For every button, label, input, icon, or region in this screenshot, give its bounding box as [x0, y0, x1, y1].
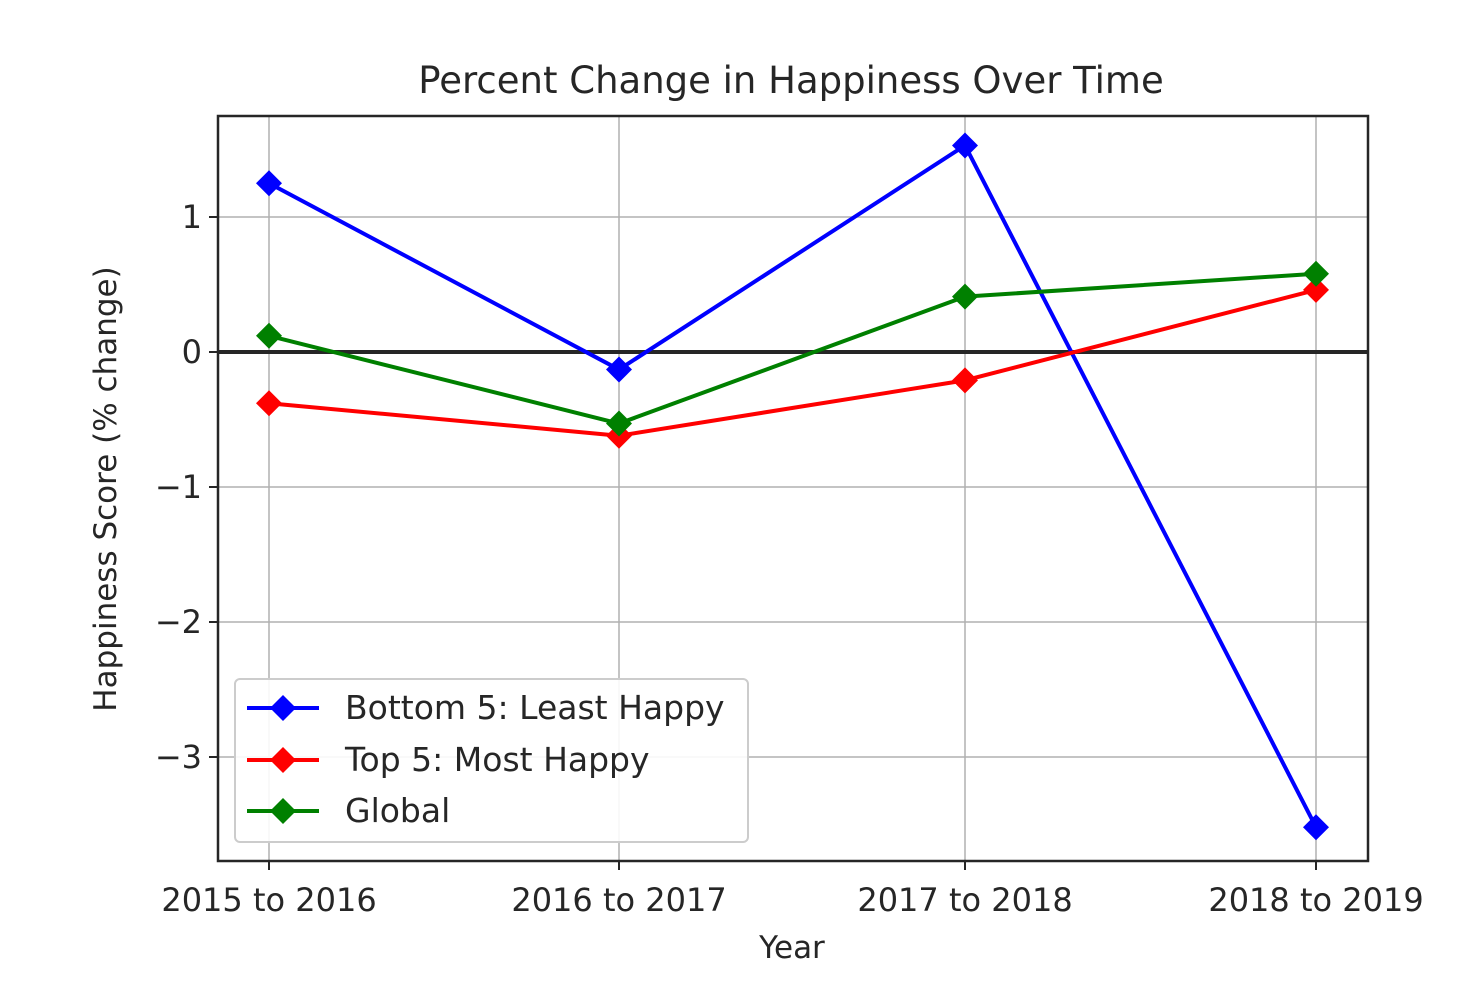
series-lines	[256, 132, 1329, 841]
legend-marker-swatch	[270, 695, 296, 721]
data-point-marker	[1303, 260, 1329, 287]
legend-frame	[234, 678, 749, 843]
legend-label: Top 5: Most Happy	[344, 740, 650, 779]
legend-marker-swatch	[270, 798, 296, 824]
x-tick-label: 2017 to 2018	[857, 881, 1072, 919]
y-tick-label: −2	[155, 603, 202, 641]
series-line	[268, 143, 1318, 829]
y-tick-label: −1	[155, 468, 202, 506]
series-line	[268, 271, 1317, 426]
y-tick-label: 0	[182, 333, 202, 371]
legend-label: Bottom 5: Least Happy	[345, 688, 725, 727]
legend: Bottom 5: Least Happy Top 5: Most Happy Gl…	[234, 678, 749, 843]
series-1	[256, 132, 1329, 841]
data-point-marker	[1303, 276, 1329, 303]
series-3	[256, 260, 1329, 437]
series-2	[256, 276, 1329, 449]
axis-ticks: 2015 to 2016 2016 to 2017 2017 to 2018 2018…	[155, 198, 1424, 919]
plot-area-frame	[216, 114, 1370, 863]
y-tick-label: 1	[182, 198, 202, 236]
legend-marker-swatch	[270, 747, 296, 773]
data-point-marker	[952, 367, 978, 394]
data-point-marker	[256, 322, 282, 349]
data-point-marker	[1303, 814, 1329, 841]
chart-title: Percent Change in Happiness Over Time	[418, 59, 1163, 102]
data-point-marker	[606, 410, 632, 437]
data-point-marker	[256, 170, 282, 197]
y-axis-label: Happiness Score (% change)	[88, 266, 124, 711]
x-tick-label: 2015 to 2016	[161, 881, 376, 919]
x-tick-label: 2018 to 2019	[1208, 881, 1423, 919]
series-line	[268, 287, 1317, 438]
y-tick-label: −3	[155, 738, 202, 776]
data-point-marker	[952, 283, 978, 310]
data-point-marker	[256, 390, 282, 417]
x-axis-label: Year	[758, 930, 825, 966]
data-point-marker	[952, 132, 978, 159]
legend-label: Global	[345, 791, 450, 830]
x-tick-label: 2016 to 2017	[511, 881, 726, 919]
data-point-marker	[606, 356, 632, 383]
